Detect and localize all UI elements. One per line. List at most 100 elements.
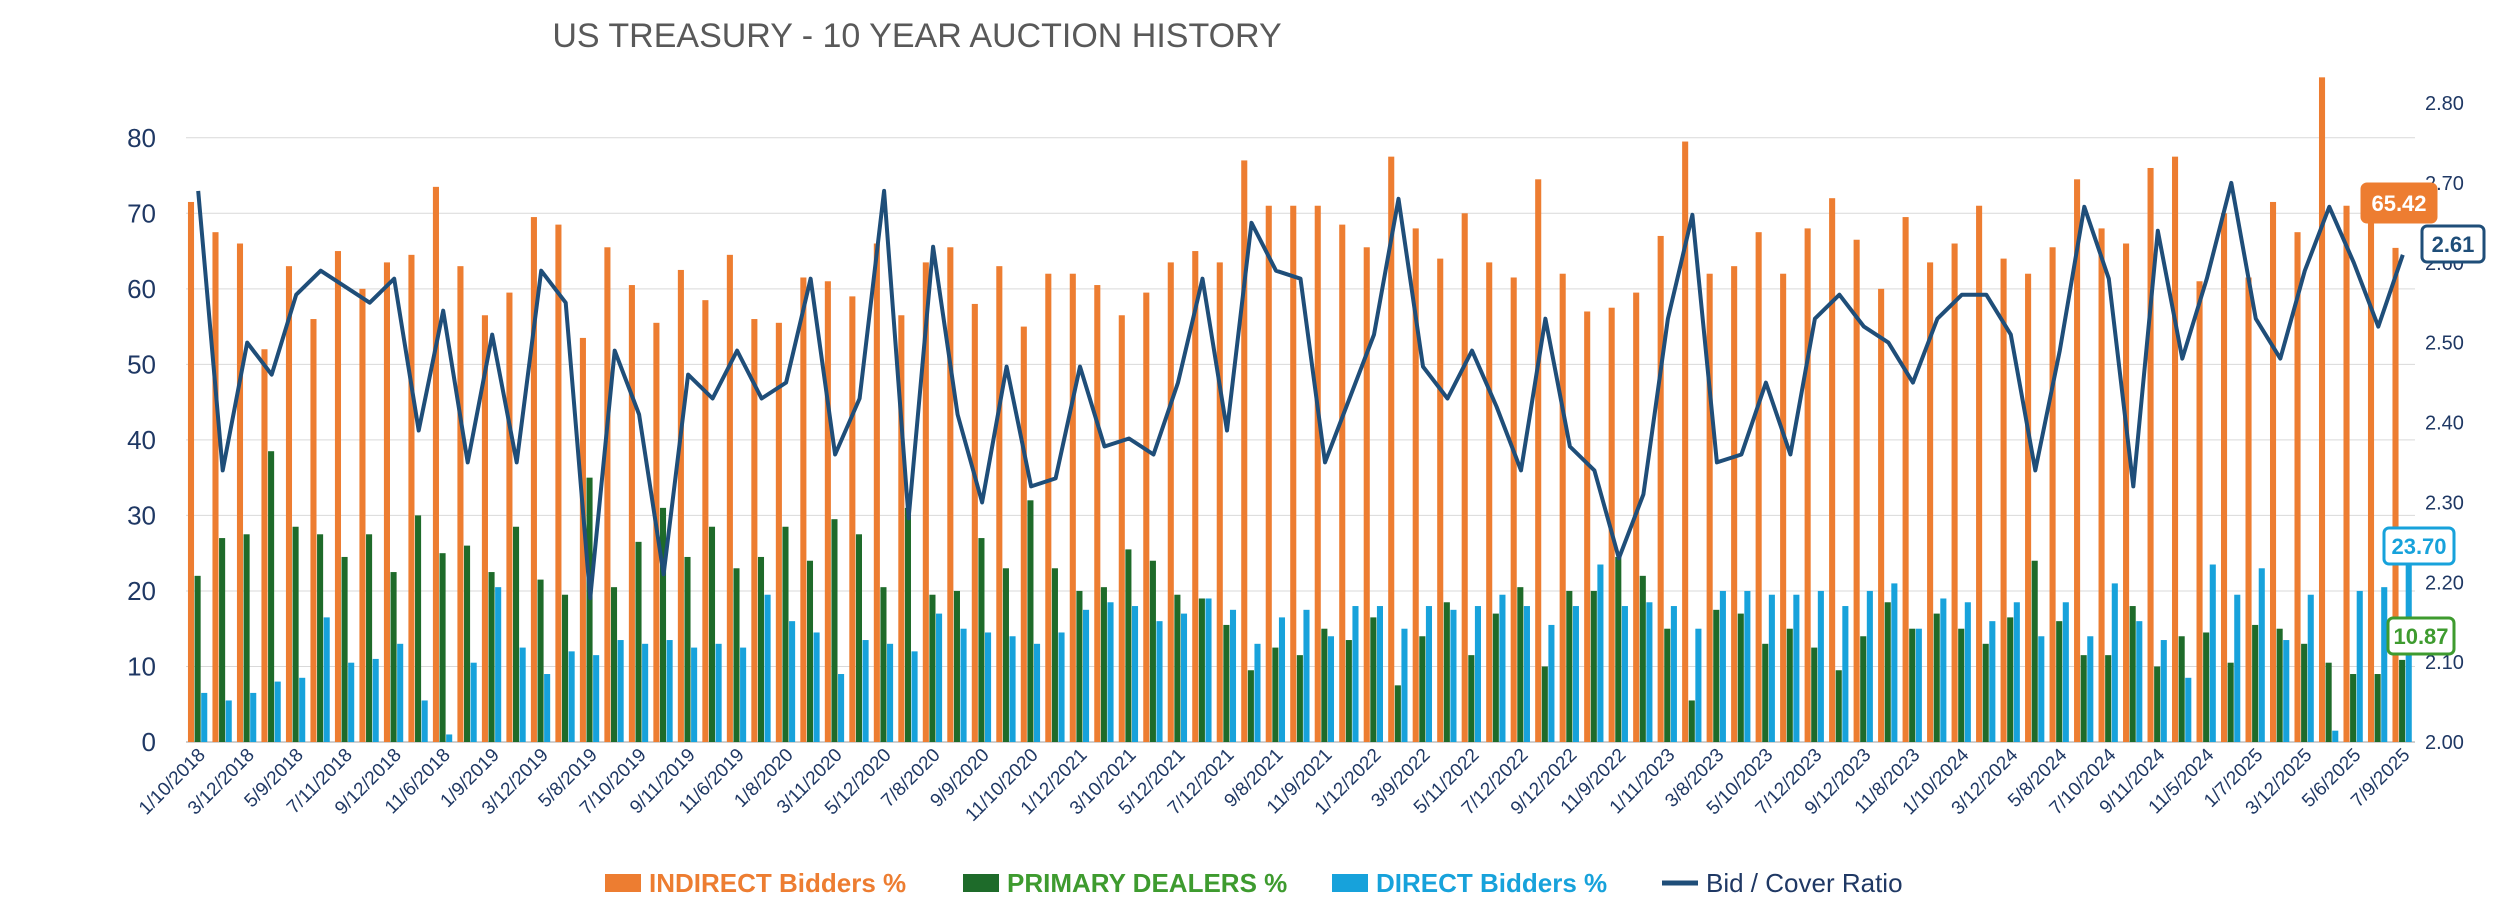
bar [317,534,324,742]
bar [268,451,275,742]
bar [971,303,978,742]
bar [506,292,513,742]
bar [1443,602,1450,742]
bar [1303,609,1310,742]
bar [947,247,954,742]
bar [659,507,667,742]
bar [1205,598,1212,742]
bar [1664,628,1671,742]
bar [1107,602,1114,742]
bar [1829,198,1836,742]
bar [2209,564,2216,742]
bar [677,269,684,742]
bar [617,640,624,742]
bar [1437,258,1444,742]
bar [2105,655,2112,742]
bar [2038,636,2045,742]
bar [519,647,526,742]
bar [1131,606,1139,742]
bar [813,632,820,742]
end-label-box [2386,616,2456,656]
legend-swatch [605,874,641,892]
end-label-text: 65.42 [2371,191,2426,216]
bar [1296,655,1303,742]
bar [1034,643,1041,742]
bar [457,266,464,742]
bar [1639,575,1646,742]
bar [733,568,740,742]
bar [726,254,733,742]
bar [513,526,520,742]
bar [1002,568,1009,742]
bar [1149,560,1156,742]
bar [2399,659,2406,742]
left-tick-label: 30 [127,500,156,530]
bar [341,556,348,742]
bar [1915,628,1922,742]
end-label-box [2360,182,2438,224]
bar [446,734,453,742]
bar [390,572,397,742]
bar [537,579,544,742]
bar [1835,670,1842,742]
bar [1339,224,1346,742]
bar [1082,609,1090,742]
bar [628,285,635,742]
bar [2356,590,2363,742]
bar [1192,251,1199,742]
bar [740,647,747,742]
bar [2294,232,2301,742]
left-tick-label: 50 [127,349,156,379]
bar [2172,156,2179,742]
bar [1051,568,1058,742]
bar [1388,156,1395,742]
bar [1817,590,1824,742]
bar [1327,636,1335,742]
bar [1167,262,1174,742]
bar [1376,606,1383,742]
bar [1744,590,1751,742]
bar [911,651,918,742]
bar [1951,243,1958,742]
left-tick-label: 20 [127,576,156,606]
bar [855,534,862,742]
legend-swatch [963,874,999,892]
bar [1989,621,1996,742]
bar [348,662,355,742]
bar [2000,258,2007,742]
bar [586,477,593,742]
bar [2185,677,2192,742]
left-tick-label: 10 [127,651,156,681]
bar [1713,609,1720,742]
bar [439,553,446,742]
bar [2049,247,2056,742]
bar [2234,594,2241,742]
bar [1853,239,1860,743]
bar [495,587,502,742]
bar [1804,228,1811,742]
bar [2367,209,2375,742]
bar [2381,587,2388,742]
bar [789,621,796,742]
bar [1125,549,1132,742]
bar [310,319,317,742]
bar [1670,606,1677,742]
bar [604,247,611,742]
bar [1608,307,1615,742]
bar [1486,262,1493,742]
bar [1009,636,1016,742]
bar [1884,602,1891,742]
legend: INDIRECT Bidders % PRIMARY DEALERS % DIREC… [605,868,1903,898]
end-label-text: 10.87 [2393,624,2448,649]
bar [1180,613,1188,742]
bar [1860,636,1867,742]
bar [383,262,390,742]
right-tick-label: 2.80 [2425,93,2464,115]
bar [1780,273,1787,742]
bar [579,337,586,742]
bar [544,674,551,742]
bar [1590,590,1597,742]
bar [1450,609,1457,742]
